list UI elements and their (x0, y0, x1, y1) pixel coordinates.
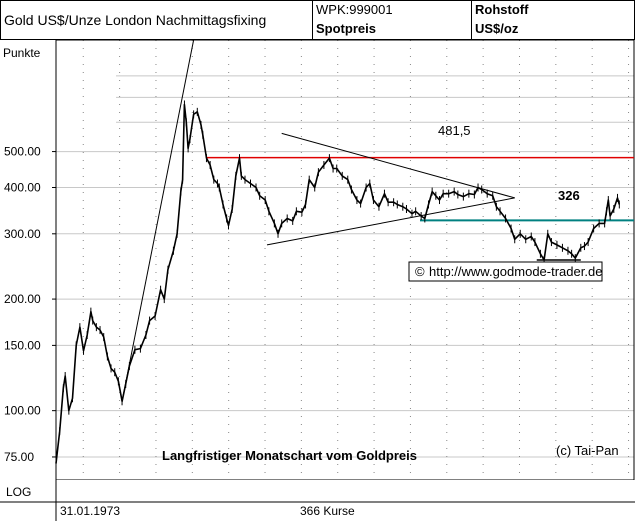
triangle-upper-line (281, 132, 515, 199)
trendline (121, 39, 195, 402)
y-tick-label: 200.00 (4, 292, 41, 306)
annotation-lines (121, 39, 634, 402)
triangle-lower-line (266, 197, 515, 246)
y-axis-ticks: 75.00 100.00 150.00 200.00 300.00 400.00 500.0… (4, 145, 56, 464)
price-type-label: Spotpreis (316, 21, 376, 36)
grid-layer (56, 40, 634, 480)
wpk-label: WPK:999001 (316, 2, 393, 17)
start-date-label: 31.01.1973 (60, 504, 120, 518)
y-tick-label: 300.00 (4, 227, 41, 241)
category-label: Rohstoff (475, 2, 529, 17)
y-tick-label: 400.00 (4, 180, 41, 194)
y-tick-label: 150.00 (4, 338, 41, 352)
copyright-symbol-icon: © (415, 264, 425, 279)
y-axis-label: Punkte (3, 46, 41, 60)
y-tick-label: 75.00 (4, 450, 34, 464)
price-series (55, 100, 621, 468)
support-label: 326 (558, 188, 580, 203)
header-wpk-box: WPK:999001 Spotpreis (312, 0, 472, 40)
footer-bar (0, 480, 635, 521)
copyright-label: (c) Tai-Pan (556, 443, 619, 458)
chart-title-header: Gold US$/Unze London Nachmittagsfixing (4, 12, 267, 28)
y-tick-label: 100.00 (4, 404, 41, 418)
header-title-box: Gold US$/Unze London Nachmittagsfixing (0, 0, 313, 40)
chart-title: Langfristiger Monatschart vom Goldpreis (162, 448, 417, 463)
resistance-label: 481,5 (438, 123, 471, 138)
source-box (408, 261, 603, 282)
count-label: 366 Kurse (300, 504, 355, 518)
source-url: http://www.godmode-trader.de (429, 264, 602, 279)
y-tick-label: 500.00 (4, 145, 41, 159)
unit-label: US$/oz (475, 21, 519, 36)
scale-mode-label: LOG (6, 485, 31, 499)
